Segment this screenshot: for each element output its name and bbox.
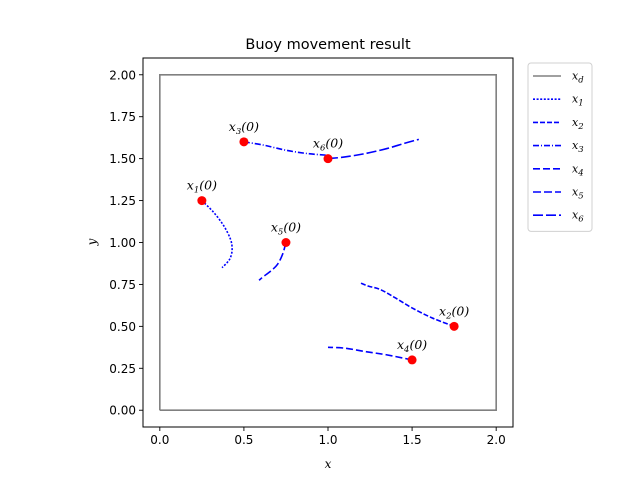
start-label-4-suffix: (0) — [409, 337, 427, 352]
y-axis-label: y — [85, 238, 99, 246]
legend-label-5-base: x — [572, 186, 579, 199]
x-tick-label: 1.5 — [403, 433, 422, 447]
y-tick-label: 1.25 — [109, 194, 136, 208]
start-label-4: x4(0) — [397, 337, 427, 355]
y-tick-label: 0.50 — [109, 320, 136, 334]
trajectory-line-4 — [327, 346, 413, 361]
start-label-3-base: x — [229, 119, 236, 134]
start-label-3: x3(0) — [229, 119, 259, 137]
x-tick-label: 0.5 — [234, 433, 253, 447]
legend-label-1: x1 — [572, 93, 584, 109]
legend-label-5-sub: 5 — [578, 192, 583, 202]
y-tick-label: 1.75 — [109, 110, 136, 124]
start-label-2: x2(0) — [439, 303, 469, 321]
y-tick-label: 1.50 — [109, 152, 136, 166]
desired-region-line — [159, 73, 497, 412]
legend-label-6: x6 — [572, 209, 584, 225]
desired-region — [159, 73, 497, 412]
trajectory-line-2 — [359, 282, 455, 328]
legend-label-3: x3 — [572, 139, 584, 155]
start-marker-4 — [407, 355, 417, 365]
start-marker-6 — [323, 154, 333, 164]
start-label-2-base: x — [439, 303, 446, 318]
ticks: 0.0 0.5 1.0 1.5 2.0 0.00 0.25 0.50 0.75 1.00 1.25 1… — [109, 68, 505, 447]
x-tick-label: 2.0 — [487, 433, 506, 447]
start-label-3-sub: 3 — [236, 127, 241, 137]
start-label-5-sub: 5 — [278, 228, 283, 238]
trajectory-line-1 — [201, 200, 233, 269]
start-label-1: x1(0) — [187, 178, 217, 196]
series-group — [201, 138, 455, 361]
legend-label-0-base: x — [572, 70, 579, 83]
y-tick-label: 0.00 — [109, 404, 136, 418]
start-marker-3 — [239, 137, 249, 147]
legend-label-4-sub: 4 — [577, 168, 583, 178]
legend-label-5: x5 — [572, 186, 584, 202]
legend-label-1-sub: 1 — [578, 99, 583, 109]
start-label-2-suffix: (0) — [452, 303, 470, 318]
legend-label-2: x2 — [572, 116, 584, 132]
start-markers — [197, 137, 459, 365]
legend-label-3-base: x — [572, 139, 579, 152]
legend-label-0: xd — [572, 70, 584, 86]
start-label-2-sub: 2 — [445, 311, 451, 321]
legend-label-1-base: x — [572, 93, 579, 106]
start-label-6: x6(0) — [313, 136, 343, 154]
legend-label-2-base: x — [572, 116, 579, 129]
start-label-5: x5(0) — [271, 220, 301, 238]
legend-label-3-sub: 3 — [578, 145, 583, 155]
start-label-3-suffix: (0) — [241, 119, 259, 134]
trajectory-line-3 — [243, 141, 329, 157]
start-annotations: x1(0)x2(0)x3(0)x4(0)x5(0)x6(0) — [187, 119, 470, 355]
y-tick-label: 1.00 — [109, 236, 136, 250]
start-label-1-suffix: (0) — [199, 178, 217, 193]
y-tick-label: 2.00 — [109, 68, 136, 82]
trajectory-line-6 — [327, 138, 420, 160]
start-label-1-sub: 1 — [194, 186, 199, 196]
x-tick-label: 1.0 — [318, 433, 337, 447]
start-label-6-sub: 6 — [320, 144, 326, 154]
start-label-4-base: x — [397, 337, 404, 352]
start-marker-2 — [449, 321, 459, 331]
x-axis-label: x — [325, 457, 332, 471]
legend-label-4: x4 — [572, 162, 584, 178]
axes-spines — [142, 57, 514, 428]
start-label-4-sub: 4 — [403, 345, 409, 355]
legend-label-6-sub: 6 — [578, 215, 584, 225]
trajectory-line-5 — [258, 242, 287, 281]
x-tick-label: 0.0 — [150, 433, 169, 447]
start-label-1-base: x — [187, 178, 194, 193]
legend-label-4-base: x — [572, 162, 579, 175]
legend-label-2-sub: 2 — [577, 122, 583, 132]
y-tick-label: 0.25 — [109, 362, 136, 376]
start-marker-5 — [281, 238, 291, 247]
legend-label-0-sub: d — [578, 76, 584, 86]
start-label-6-base: x — [313, 136, 320, 151]
start-marker-1 — [197, 196, 207, 206]
start-label-6-suffix: (0) — [325, 136, 343, 151]
chart-title: Buoy movement result — [245, 37, 411, 53]
start-label-5-suffix: (0) — [283, 220, 301, 235]
start-label-5-base: x — [271, 220, 278, 235]
axes-frame — [142, 57, 514, 428]
legend-box — [527, 62, 593, 232]
legend-label-6-base: x — [572, 209, 579, 222]
y-tick-label: 0.75 — [109, 278, 136, 292]
